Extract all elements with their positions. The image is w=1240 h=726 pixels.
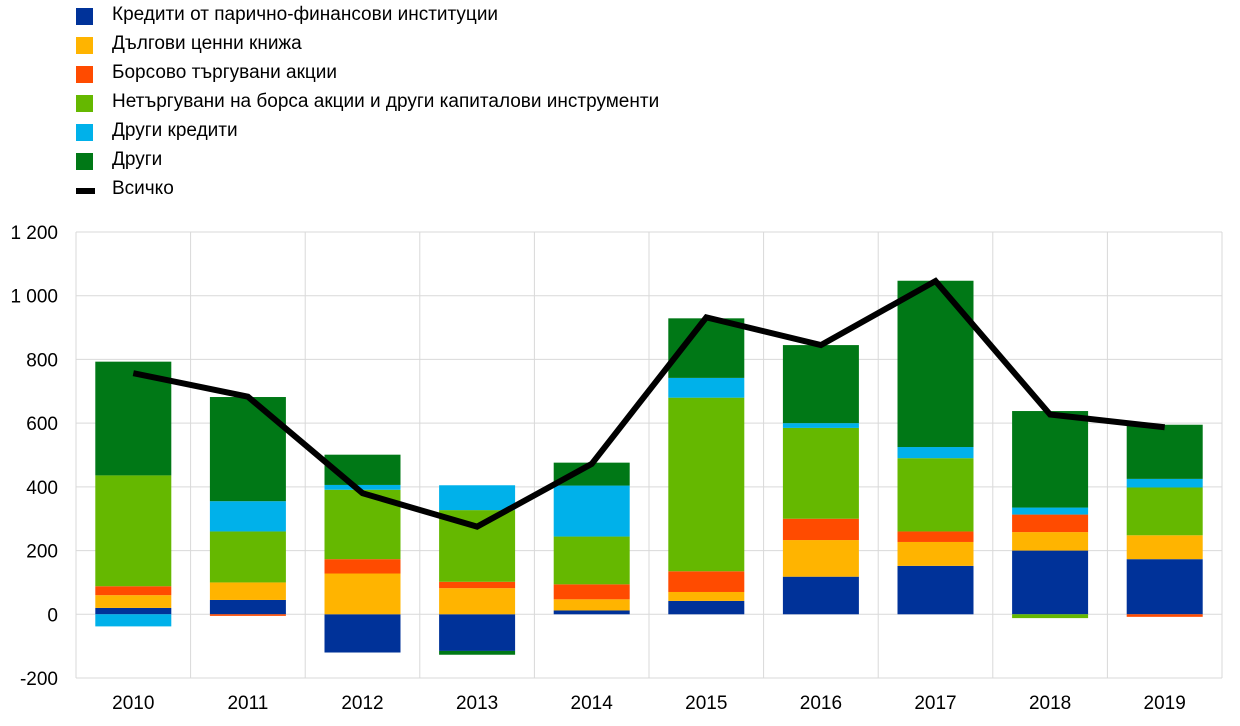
bar-segment: [209, 599, 286, 615]
bar-segment: [553, 485, 630, 537]
bar-segment: [897, 541, 974, 566]
legend-item: Борсово търгувани акции: [76, 60, 337, 89]
bar-segment: [209, 582, 286, 600]
y-tick-label: 800: [26, 350, 58, 371]
bar-segment: [668, 591, 745, 601]
bar-segment: [1012, 411, 1089, 508]
y-tick-label: -200: [20, 669, 58, 690]
x-tick-label: 2011: [227, 693, 268, 714]
bar-segment: [324, 614, 401, 653]
bar-segment: [897, 531, 974, 542]
bar-segment: [1126, 478, 1203, 488]
x-tick-label: 2012: [341, 693, 383, 714]
bar-segment: [95, 614, 172, 627]
bar-segment: [897, 565, 974, 615]
bar-segment: [782, 540, 859, 577]
legend-swatch: [76, 66, 93, 83]
bar-segment: [1012, 532, 1089, 551]
x-tick-label: 2019: [1144, 693, 1186, 714]
bar-segment: [324, 573, 401, 615]
bar-segment: [668, 397, 745, 572]
x-tick-label: 2013: [456, 693, 498, 714]
x-tick-label: 2010: [112, 693, 154, 714]
bar-segment: [897, 458, 974, 532]
bar-segment: [439, 581, 516, 589]
y-tick-label: 1 200: [10, 223, 58, 244]
total-line: [132, 277, 1166, 530]
x-tick-label: 2015: [685, 693, 727, 714]
bar-segment: [668, 600, 745, 615]
bar-segment: [1126, 535, 1203, 560]
legend-label: Други: [112, 149, 163, 170]
y-tick-label: 0: [47, 605, 58, 626]
bar-segment: [324, 484, 401, 490]
legend-label: Кредити от парично-финансови институции: [112, 4, 499, 25]
legend-swatch: [76, 153, 93, 170]
bar-segment: [1126, 614, 1203, 617]
y-tick-label: 1 000: [10, 287, 58, 308]
legend-label: Нетъргувани на борса акции и други капит…: [112, 91, 660, 112]
bar-segment: [1126, 559, 1203, 615]
x-tick-label: 2017: [914, 693, 956, 714]
legend-swatch: [76, 8, 93, 25]
legend: Кредити от парично-финансови институции Д…: [76, 2, 659, 205]
bar-segment: [1012, 507, 1089, 515]
legend-swatch: [76, 124, 93, 141]
legend-label: Всичко: [112, 178, 174, 199]
bar-segment: [897, 280, 974, 448]
legend-label: Дългови ценни книжа: [112, 33, 302, 54]
bar-segment: [95, 607, 172, 615]
bar-segment: [553, 610, 630, 615]
bar-segment: [1012, 614, 1089, 619]
x-tick-label: 2016: [800, 693, 842, 714]
bar-segment: [209, 531, 286, 583]
bar-segment: [95, 595, 172, 608]
bar-segment: [553, 536, 630, 585]
legend-item: Нетъргувани на борса акции и други капит…: [76, 89, 659, 118]
y-tick-label: 200: [26, 542, 58, 563]
x-tick-label: 2014: [571, 693, 614, 714]
bar-segment: [439, 650, 516, 655]
bar-segment: [95, 475, 172, 587]
bar-segment: [1126, 487, 1203, 536]
legend-label: Други кредити: [112, 120, 238, 141]
bar-segment: [553, 462, 630, 486]
bar-segment: [782, 423, 859, 428]
x-tick-label: 2018: [1029, 693, 1071, 714]
legend-line-swatch: [76, 187, 95, 194]
bar-segment: [95, 586, 172, 596]
bar-segment: [782, 427, 859, 519]
bar-segment: [668, 571, 745, 592]
legend-item: Други: [76, 147, 162, 176]
legend-item: Други кредити: [76, 118, 238, 147]
bar-segment: [553, 584, 630, 600]
bar-segment: [1012, 514, 1089, 533]
bar-segment: [439, 485, 516, 511]
legend-item: Кредити от парично-финансови институции: [76, 2, 498, 31]
bar-segment: [1012, 550, 1089, 615]
y-tick-label: 600: [26, 414, 58, 435]
bar-segment: [782, 518, 859, 541]
legend-swatch: [76, 95, 93, 112]
legend-item: Дългови ценни книжа: [76, 31, 302, 60]
legend-label: Борсово търгувани акции: [112, 62, 338, 83]
bar-segment: [439, 614, 516, 651]
bar-segment: [782, 345, 859, 424]
bar-segment: [324, 559, 401, 574]
bar-segment: [209, 397, 286, 502]
bar-segment: [209, 614, 286, 616]
bar-segment: [1126, 424, 1203, 479]
y-tick-label: 400: [26, 478, 58, 499]
bar-segment: [782, 576, 859, 615]
bar-segment: [897, 447, 974, 459]
legend-swatch: [76, 37, 93, 54]
bar-segment: [668, 377, 745, 398]
bar-segment: [439, 588, 516, 615]
bar-segment: [553, 599, 630, 611]
bar-segment: [209, 501, 286, 532]
legend-item: Всичко: [76, 176, 174, 205]
